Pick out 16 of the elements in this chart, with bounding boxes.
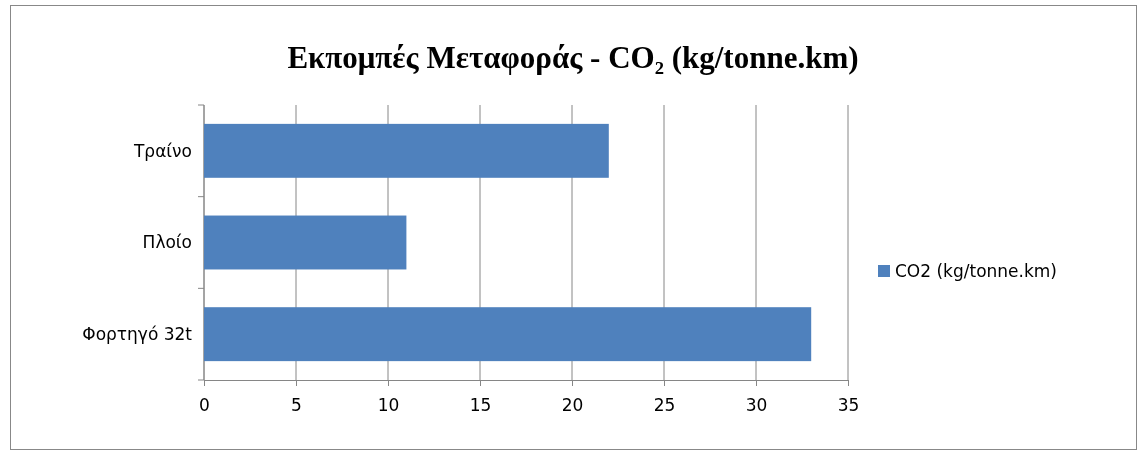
y-tick-label: Φορτηγό 32t (82, 324, 193, 345)
x-tick-label: 35 (837, 395, 860, 416)
x-tick-label: 30 (745, 395, 768, 416)
y-tick-label: Πλοίο (142, 232, 192, 253)
x-tick-label: 15 (469, 395, 492, 416)
chart-title: Εκπομπές Μεταφοράς - CO₂ (kg/tonne.km) (287, 40, 859, 75)
bar (204, 215, 407, 270)
x-tick-label: 0 (199, 395, 210, 416)
bar (204, 123, 609, 178)
legend-label: CO2 (kg/tonne.km) (895, 260, 1057, 281)
x-tick-label: 10 (377, 395, 400, 416)
x-tick-label: 20 (561, 395, 584, 416)
x-tick-label: 5 (291, 395, 302, 416)
x-tick-label: 25 (653, 395, 676, 416)
bar (204, 307, 812, 362)
y-tick-label: Τραίνο (132, 140, 192, 161)
